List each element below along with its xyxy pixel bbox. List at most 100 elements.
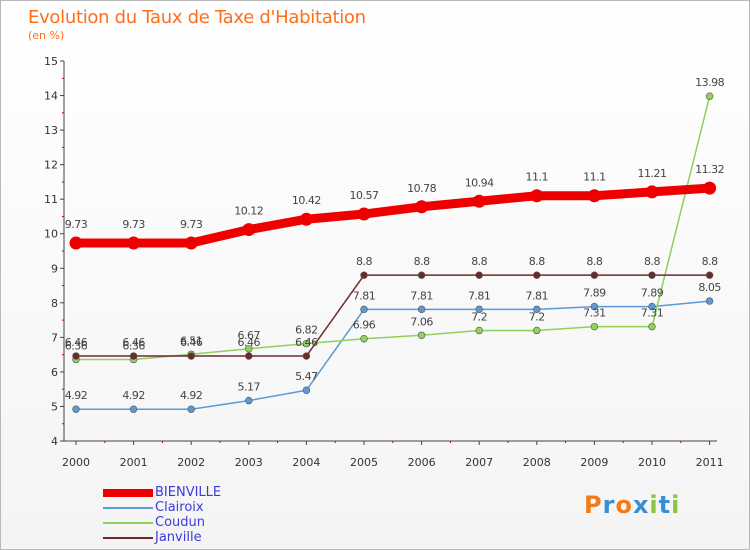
data-point-clairoix [648,302,656,311]
data-point-clairoix [705,297,714,305]
data-point-bienville [415,200,429,214]
data-label-clairoix: 4.92 [180,389,203,402]
series-line-janville [75,274,711,357]
x-tick-label: 2010 [638,456,666,469]
data-point-coudun [245,345,253,353]
brand-logo: Proxiti [584,491,681,519]
data-label-clairoix: 7.81 [468,289,491,302]
data-point-janville [475,271,483,279]
y-tick-label: 12 [44,159,58,172]
data-point-bienville [645,185,659,199]
data-label-coudun: 6.36 [122,339,145,352]
data-point-janville [648,271,656,279]
chart-subtitle: (en %) [28,29,65,42]
data-point-janville [590,271,599,279]
data-label-coudun: 7.2 [471,310,487,323]
data-point-clairoix [533,305,541,314]
x-tick-label: 2006 [408,456,436,469]
data-point-clairoix [129,405,138,413]
y-tick-label: 4 [51,435,58,448]
data-label-coudun: 6.51 [180,334,203,347]
data-point-bienville [299,212,313,226]
data-point-clairoix [245,396,253,405]
data-label-bienville: 10.42 [292,194,321,207]
y-tick-label: 8 [51,297,58,310]
data-label-bienville: 10.78 [407,182,436,195]
data-point-coudun [302,339,311,348]
data-point-clairoix [187,405,195,413]
data-point-janville [417,271,426,279]
x-tick-label: 2003 [235,456,263,469]
data-label-janville: 8.8 [471,255,487,268]
data-point-bienville [184,236,198,250]
y-tick-label: 11 [44,193,58,206]
legend-label: Janville [155,530,202,545]
x-tick-label: 2011 [696,456,724,469]
data-label-janville: 8.8 [356,255,372,268]
data-point-clairoix [302,386,311,394]
y-tick-label: 10 [44,228,58,241]
data-label-clairoix: 7.81 [353,289,376,302]
data-label-bienville: 9.73 [180,218,203,231]
x-tick-label: 2001 [120,456,148,469]
y-tick-label: 15 [44,55,58,68]
data-point-bienville [69,236,83,250]
data-label-clairoix: 5.17 [238,381,261,394]
data-label-bienville: 9.73 [122,218,145,231]
data-label-coudun: 6.67 [238,329,261,342]
data-label-bienville: 11.21 [638,167,667,180]
x-tick-label: 2008 [523,456,551,469]
data-point-clairoix [360,305,368,314]
data-point-coudun [648,322,656,331]
legend-swatch [103,522,153,524]
data-label-janville: 6.46 [65,336,88,349]
data-label-clairoix: 7.89 [641,287,664,300]
legend-label: Clairoix [155,500,204,515]
data-point-janville [72,352,80,360]
data-point-janville [302,352,311,360]
data-label-bienville: 10.57 [350,189,379,202]
data-point-clairoix [417,305,426,314]
data-label-coudun: 13.98 [695,76,724,89]
data-label-clairoix: 7.81 [410,289,433,302]
series-line-clairoix [75,300,711,410]
data-label-janville: 6.46 [295,336,318,349]
data-point-bienville [242,223,256,237]
data-label-coudun: 7.2 [529,310,545,323]
data-label-coudun: 7.31 [583,307,606,320]
data-point-janville [245,352,253,360]
data-label-clairoix: 7.81 [526,289,549,302]
data-label-coudun: 6.82 [295,324,318,337]
x-tick-label: 2009 [580,456,608,469]
data-label-janville: 6.46 [238,336,261,349]
data-label-coudun: 6.36 [65,339,88,352]
data-label-clairoix: 8.05 [698,281,721,294]
data-point-clairoix [72,405,80,413]
data-label-bienville: 11.1 [583,171,606,184]
data-point-janville [187,352,195,360]
data-label-coudun: 7.31 [641,307,664,320]
legend-label: Coudun [155,515,206,530]
data-label-bienville: 9.73 [65,218,88,231]
data-point-bienville [530,189,544,203]
y-tick-label: 9 [51,262,58,275]
data-label-janville: 8.8 [586,255,602,268]
legend-swatch [103,537,153,539]
data-label-clairoix: 7.89 [583,287,606,300]
y-tick-label: 5 [51,400,58,413]
data-label-coudun: 7.06 [410,315,433,328]
series-line-coudun [75,95,711,361]
data-point-janville [533,271,541,279]
data-point-janville [705,271,714,279]
x-tick-label: 2002 [177,456,205,469]
y-tick-label: 14 [44,90,58,103]
data-label-janville: 8.8 [529,255,545,268]
y-tick-label: 7 [51,331,58,344]
data-label-bienville: 10.12 [234,205,263,218]
data-point-coudun [475,326,483,335]
legend-swatch [103,489,153,497]
data-point-coudun [590,322,599,331]
legend-label: BIENVILLE [155,485,222,500]
y-tick-label: 6 [51,366,58,379]
